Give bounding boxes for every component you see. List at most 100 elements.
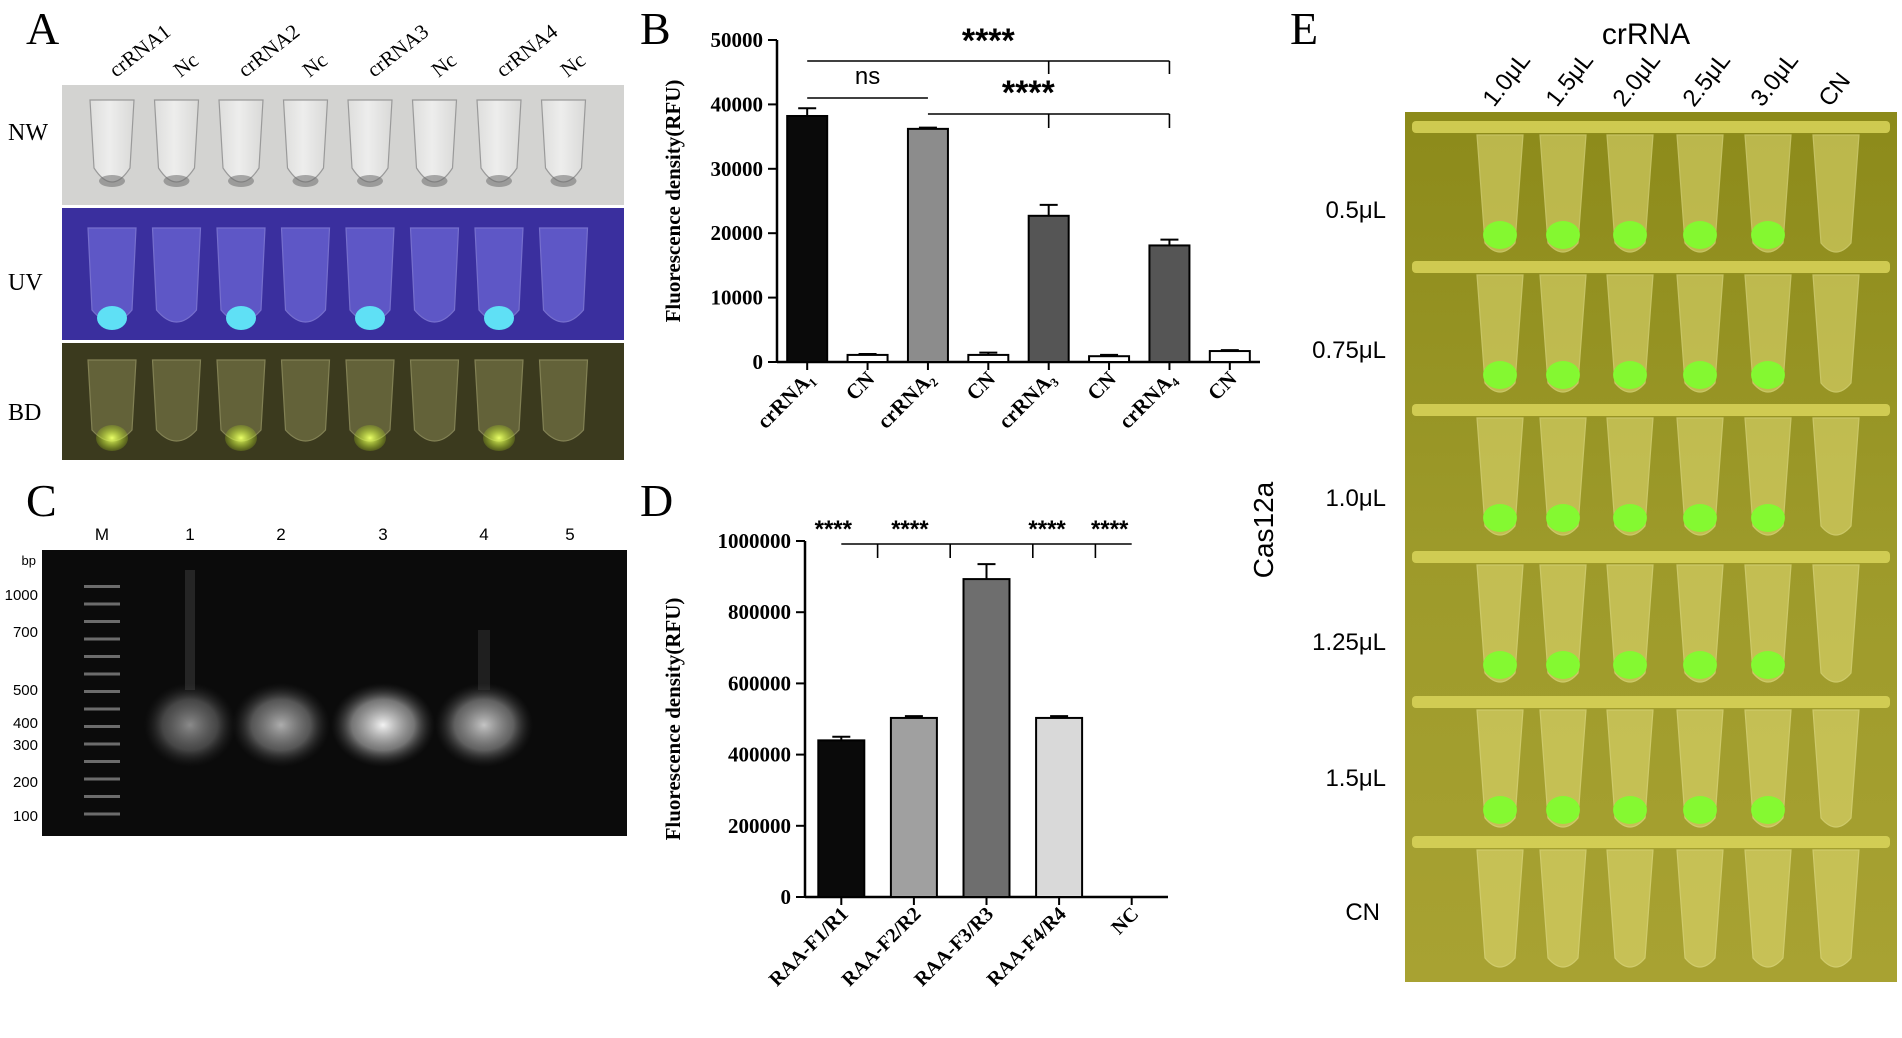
tube-fluorescence <box>1683 504 1717 532</box>
tube <box>1744 134 1792 253</box>
bd-tube <box>151 359 202 442</box>
tube-fluorescence <box>1546 504 1580 532</box>
bar <box>962 578 1011 898</box>
gel-unit-label: bp <box>22 553 36 568</box>
tube-fluorescence <box>1613 221 1647 249</box>
panel-letter-d: D <box>640 475 673 526</box>
sample-band <box>232 683 330 767</box>
tube <box>1606 564 1654 683</box>
row-divider <box>62 340 624 343</box>
y-tick-label: 20000 <box>711 221 764 245</box>
y-axis-label: Fluorescence density(RFU) <box>661 598 685 841</box>
ladder-size-label: 700 <box>13 624 38 641</box>
tube <box>1812 849 1860 968</box>
ladder-size-label: 500 <box>13 682 38 699</box>
tube-fluorescence <box>1613 361 1647 389</box>
uv-tube <box>409 227 460 323</box>
nw-liquid <box>163 175 190 187</box>
tube-fluorescence <box>1613 651 1647 679</box>
x-tick-label: crRNA₁ <box>752 367 819 434</box>
tube <box>1606 134 1654 253</box>
x-tick-label: crRNA₂ <box>873 367 940 434</box>
sample-band <box>435 683 533 767</box>
tube <box>1676 274 1724 393</box>
y-tick-label: 1000000 <box>718 529 792 553</box>
uv-tube <box>151 227 202 323</box>
significance-label: ns <box>855 63 880 90</box>
x-tick-label: CN <box>1082 367 1120 405</box>
tube <box>1539 849 1587 968</box>
y-tick-label: 50000 <box>711 28 764 52</box>
tube-fluorescence <box>1613 504 1647 532</box>
x-tick-label: crRNA₄ <box>1114 366 1181 433</box>
gel-lane-label: 2 <box>276 525 285 544</box>
tube-fluorescence <box>1683 361 1717 389</box>
tube-fluorescence <box>1751 651 1785 679</box>
lane-label: Nc <box>169 48 203 82</box>
tube-fluorescence <box>1751 796 1785 824</box>
tube <box>1676 417 1724 536</box>
tube <box>1676 134 1724 253</box>
nw-liquid <box>550 175 577 187</box>
tube-fluorescence <box>1546 651 1580 679</box>
bar <box>1035 716 1084 898</box>
strip-cap <box>1412 121 1890 133</box>
tube-fluorescence <box>1483 504 1517 532</box>
y-tick-label: 40000 <box>711 92 764 116</box>
bar <box>817 739 866 898</box>
bd-fluorescence <box>483 425 515 451</box>
ladder-size-label: 400 <box>13 715 38 732</box>
row-label: 1.5μL <box>1325 765 1386 792</box>
significance-label: **** <box>1091 516 1129 543</box>
tube-fluorescence <box>1546 221 1580 249</box>
lane-label: Nc <box>556 48 590 82</box>
gel-lane-label: 5 <box>565 525 574 544</box>
ladder-band <box>84 812 120 816</box>
row-label: 1.25μL <box>1312 629 1386 656</box>
bd-fluorescence <box>354 425 386 451</box>
column-label: CN <box>1813 68 1856 112</box>
tube-fluorescence <box>1683 221 1717 249</box>
cas12a-title: Cas12a <box>1248 481 1279 578</box>
tube <box>1744 709 1792 828</box>
tube <box>1744 417 1792 536</box>
tube <box>1812 417 1860 536</box>
lane-smear <box>185 570 195 690</box>
bd-fluorescence <box>96 425 128 451</box>
tube <box>1812 709 1860 828</box>
bd-tube <box>538 359 589 442</box>
row-label-bd: BD <box>8 400 41 426</box>
lane-label: Nc <box>298 48 332 82</box>
chart-b: 0 10000 20000 30000 40000 50000 Fluorescence d… <box>661 22 1260 433</box>
y-tick-label: 600000 <box>728 671 791 695</box>
tube-fluorescence <box>1613 796 1647 824</box>
tube <box>1606 274 1654 393</box>
tube-fluorescence <box>1483 796 1517 824</box>
significance-label: **** <box>962 22 1016 60</box>
tube-fluorescence <box>1546 361 1580 389</box>
tube-fluorescence <box>1483 221 1517 249</box>
uv-fluorescence <box>484 306 514 330</box>
sample-band <box>331 683 435 767</box>
bar <box>1088 355 1131 364</box>
tube <box>1744 274 1792 393</box>
significance-label: **** <box>891 516 929 543</box>
tube-fluorescence <box>1683 796 1717 824</box>
bar <box>1208 350 1251 364</box>
x-tick-label: RAA-F4/R4 <box>983 903 1071 991</box>
ladder-band <box>84 795 120 798</box>
bd-tube <box>409 359 460 442</box>
strip-cap <box>1412 551 1890 563</box>
bar <box>846 353 889 363</box>
ladder-band <box>84 637 120 641</box>
panel-letter-b: B <box>640 3 671 54</box>
nw-tube <box>540 99 587 183</box>
significance-label: **** <box>1028 516 1066 543</box>
x-tick-label: CN <box>841 367 879 405</box>
tube-fluorescence <box>1483 651 1517 679</box>
bar <box>889 716 938 898</box>
ladder-size-label: 300 <box>13 737 38 754</box>
uv-fluorescence <box>226 306 256 330</box>
nw-tube <box>153 99 200 183</box>
